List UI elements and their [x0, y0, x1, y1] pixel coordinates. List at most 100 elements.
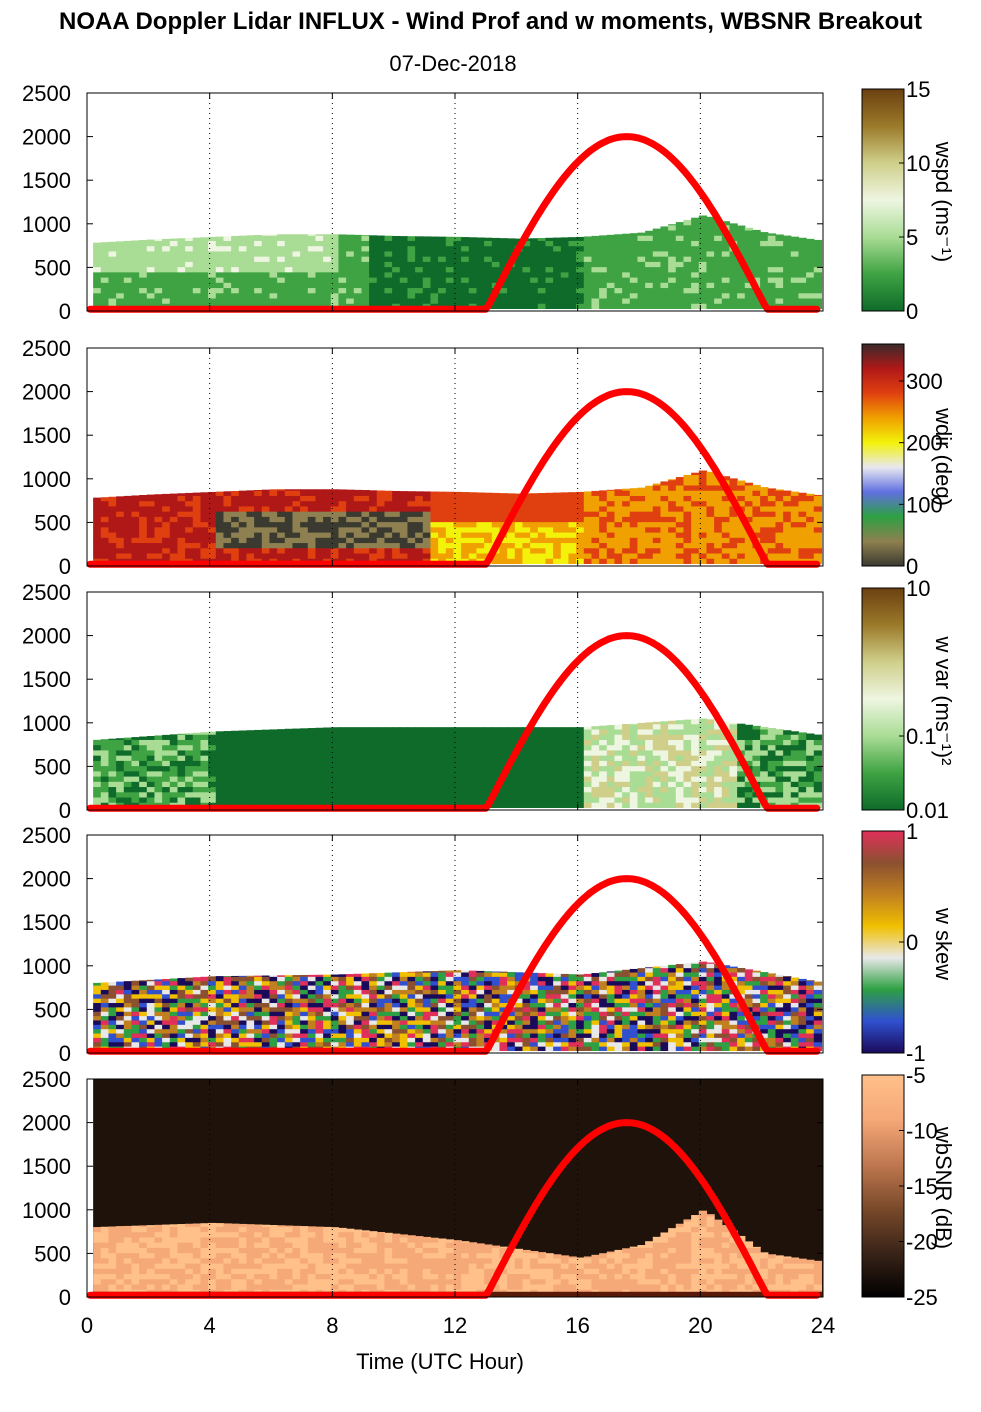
- heatmap-cell: [261, 984, 271, 990]
- heatmap-cell: [108, 261, 117, 268]
- heatmap-cell: [300, 495, 309, 502]
- heatmap-cell: [576, 739, 585, 746]
- heatmap-cell: [277, 796, 286, 803]
- heatmap-cell: [200, 760, 209, 767]
- heatmap-cell: [200, 749, 209, 756]
- heatmap-cell: [300, 796, 309, 803]
- heatmap-cell: [361, 786, 370, 793]
- heatmap-cell: [185, 739, 194, 746]
- heatmap-cell: [591, 490, 600, 496]
- heatmap-cell: [200, 993, 209, 999]
- heatmap-cell: [300, 1041, 309, 1047]
- heatmap-cell: [583, 297, 593, 304]
- heatmap-cell: [576, 755, 585, 761]
- heatmap-cell: [369, 516, 378, 523]
- heatmap-cell: [622, 276, 631, 283]
- heatmap-cell: [445, 791, 455, 798]
- heatmap-cell: [698, 229, 708, 236]
- heatmap-cell: [760, 734, 769, 740]
- heatmap-cell: [346, 727, 355, 730]
- heatmap-cell: [146, 979, 156, 982]
- heatmap-cell: [338, 266, 347, 273]
- heatmap-cell: [399, 276, 409, 283]
- heatmap-cell: [568, 276, 577, 283]
- heatmap-cell: [422, 245, 432, 252]
- heatmap-cell: [407, 749, 416, 756]
- heatmap-cell: [131, 266, 140, 273]
- heatmap-cell: [238, 297, 248, 304]
- heatmap-cell: [622, 233, 631, 236]
- heatmap-cell: [714, 734, 723, 740]
- heatmap-cell: [246, 975, 255, 977]
- heatmap-cell: [698, 744, 708, 751]
- heatmap-cell: [737, 542, 746, 549]
- heatmap-cell: [330, 297, 340, 304]
- heatmap-cell: [231, 240, 240, 247]
- heatmap-cell: [553, 531, 562, 538]
- heatmap-cell: [369, 765, 378, 772]
- heatmap-cell: [384, 755, 393, 761]
- heatmap-cell: [430, 770, 439, 777]
- heatmap-cell: [200, 521, 209, 528]
- heatmap-cell: [698, 728, 708, 735]
- heatmap-cell: [146, 739, 156, 746]
- heatmap-cell: [683, 479, 692, 486]
- heatmap-cell: [729, 229, 738, 236]
- heatmap-cell: [507, 531, 516, 538]
- heatmap-cell: [683, 719, 692, 725]
- heatmap-cell: [323, 760, 332, 767]
- heatmap-cell: [415, 287, 424, 294]
- heatmap-cell: [507, 495, 516, 502]
- heatmap-cell: [300, 250, 309, 257]
- heatmap-cell: [714, 802, 723, 808]
- heatmap-cell: [637, 765, 646, 772]
- heatmap-cell: [790, 770, 800, 777]
- heatmap-cell: [668, 720, 677, 725]
- heatmap-cell: [729, 256, 738, 262]
- heatmap-cell: [323, 542, 332, 549]
- heatmap-cell: [392, 770, 401, 777]
- heatmap-cell: [300, 489, 309, 491]
- heatmap-cell: [131, 1037, 140, 1043]
- heatmap-cell: [614, 303, 623, 309]
- heatmap-cell: [553, 755, 562, 761]
- heatmap-cell: [123, 531, 133, 538]
- heatmap-cell: [108, 1041, 117, 1047]
- heatmap-cell: [507, 770, 516, 777]
- heatmap-cell: [422, 287, 432, 294]
- heatmap-cell: [269, 786, 278, 793]
- heatmap-cell: [476, 240, 485, 247]
- heatmap-cell: [453, 791, 462, 798]
- heatmap-cell: [614, 297, 623, 304]
- heatmap-cell: [330, 1041, 340, 1047]
- heatmap-cell: [330, 250, 340, 257]
- heatmap-cell: [261, 765, 271, 772]
- heatmap-cell: [261, 980, 271, 986]
- heatmap-cell: [744, 537, 754, 544]
- heatmap-cell: [629, 261, 639, 268]
- heatmap-cell: [729, 235, 738, 241]
- heatmap-cell: [246, 531, 255, 538]
- heatmap-cell: [430, 796, 439, 803]
- heatmap-cell: [330, 744, 340, 751]
- heatmap-cell: [192, 276, 202, 283]
- heatmap-cell: [415, 760, 424, 767]
- heatmap-cell: [484, 727, 493, 730]
- heatmap-cell: [760, 791, 769, 798]
- heatmap-cell: [637, 791, 646, 798]
- heatmap-cell: [269, 1015, 278, 1021]
- heatmap-cell: [476, 495, 485, 502]
- heatmap-cell: [691, 770, 700, 777]
- heatmap-cell: [177, 791, 186, 798]
- heatmap-cell: [415, 236, 424, 241]
- heatmap-cell: [116, 516, 125, 523]
- heatmap-cell: [185, 733, 194, 735]
- heatmap-cell: [323, 1032, 332, 1038]
- heatmap-cell: [353, 292, 363, 299]
- heatmap-cell: [706, 531, 715, 538]
- heatmap-cell: [261, 516, 271, 523]
- heatmap-cell: [269, 234, 278, 236]
- heatmap-cell: [622, 547, 631, 554]
- heatmap-cell: [223, 287, 232, 294]
- heatmap-cell: [691, 219, 700, 226]
